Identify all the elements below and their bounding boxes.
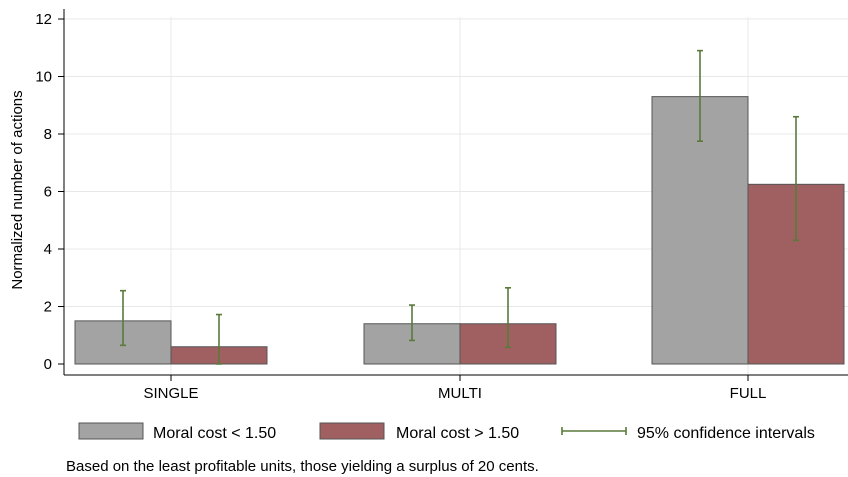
axes: 0 2 4 6 8 10 12 SINGLE MULTI FULL — [35, 9, 848, 402]
error-bar-multi-series-2 — [505, 287, 511, 349]
legend-label-ci: 95% confidence intervals — [637, 425, 815, 442]
confidence-intervals — [120, 49, 799, 365]
y-tick-label: 4 — [44, 241, 52, 258]
y-tick-label: 8 — [44, 126, 52, 143]
y-tick-label: 6 — [44, 184, 52, 201]
y-tick-label: 0 — [44, 356, 52, 373]
error-bar-single-series-1 — [120, 289, 126, 347]
x-tick-label: FULL — [730, 385, 767, 402]
x-tick-label: MULTI — [438, 385, 482, 402]
y-tick-label: 2 — [44, 299, 52, 316]
error-bar-full-series-2 — [793, 115, 799, 242]
error-bar-multi-series-1 — [409, 304, 415, 342]
legend-label-series-2: Moral cost > 1.50 — [396, 425, 519, 442]
legend-swatch-series-1 — [78, 422, 144, 440]
legend-swatch-series-2 — [319, 422, 385, 440]
legend: Moral cost < 1.50 Moral cost > 1.50 95% … — [78, 422, 815, 442]
y-axis-title: Normalized number of actions — [9, 90, 26, 289]
legend-ci-symbol — [561, 427, 627, 435]
error-bar-single-series-2 — [216, 313, 222, 365]
chart-note: Based on the least profitable units, tho… — [66, 458, 539, 475]
y-tick-label: 10 — [35, 69, 52, 86]
y-tick-label: 12 — [35, 11, 52, 28]
error-bar-full-series-1 — [697, 49, 703, 142]
x-tick-label: SINGLE — [143, 385, 198, 402]
legend-label-series-1: Moral cost < 1.50 — [153, 425, 276, 442]
